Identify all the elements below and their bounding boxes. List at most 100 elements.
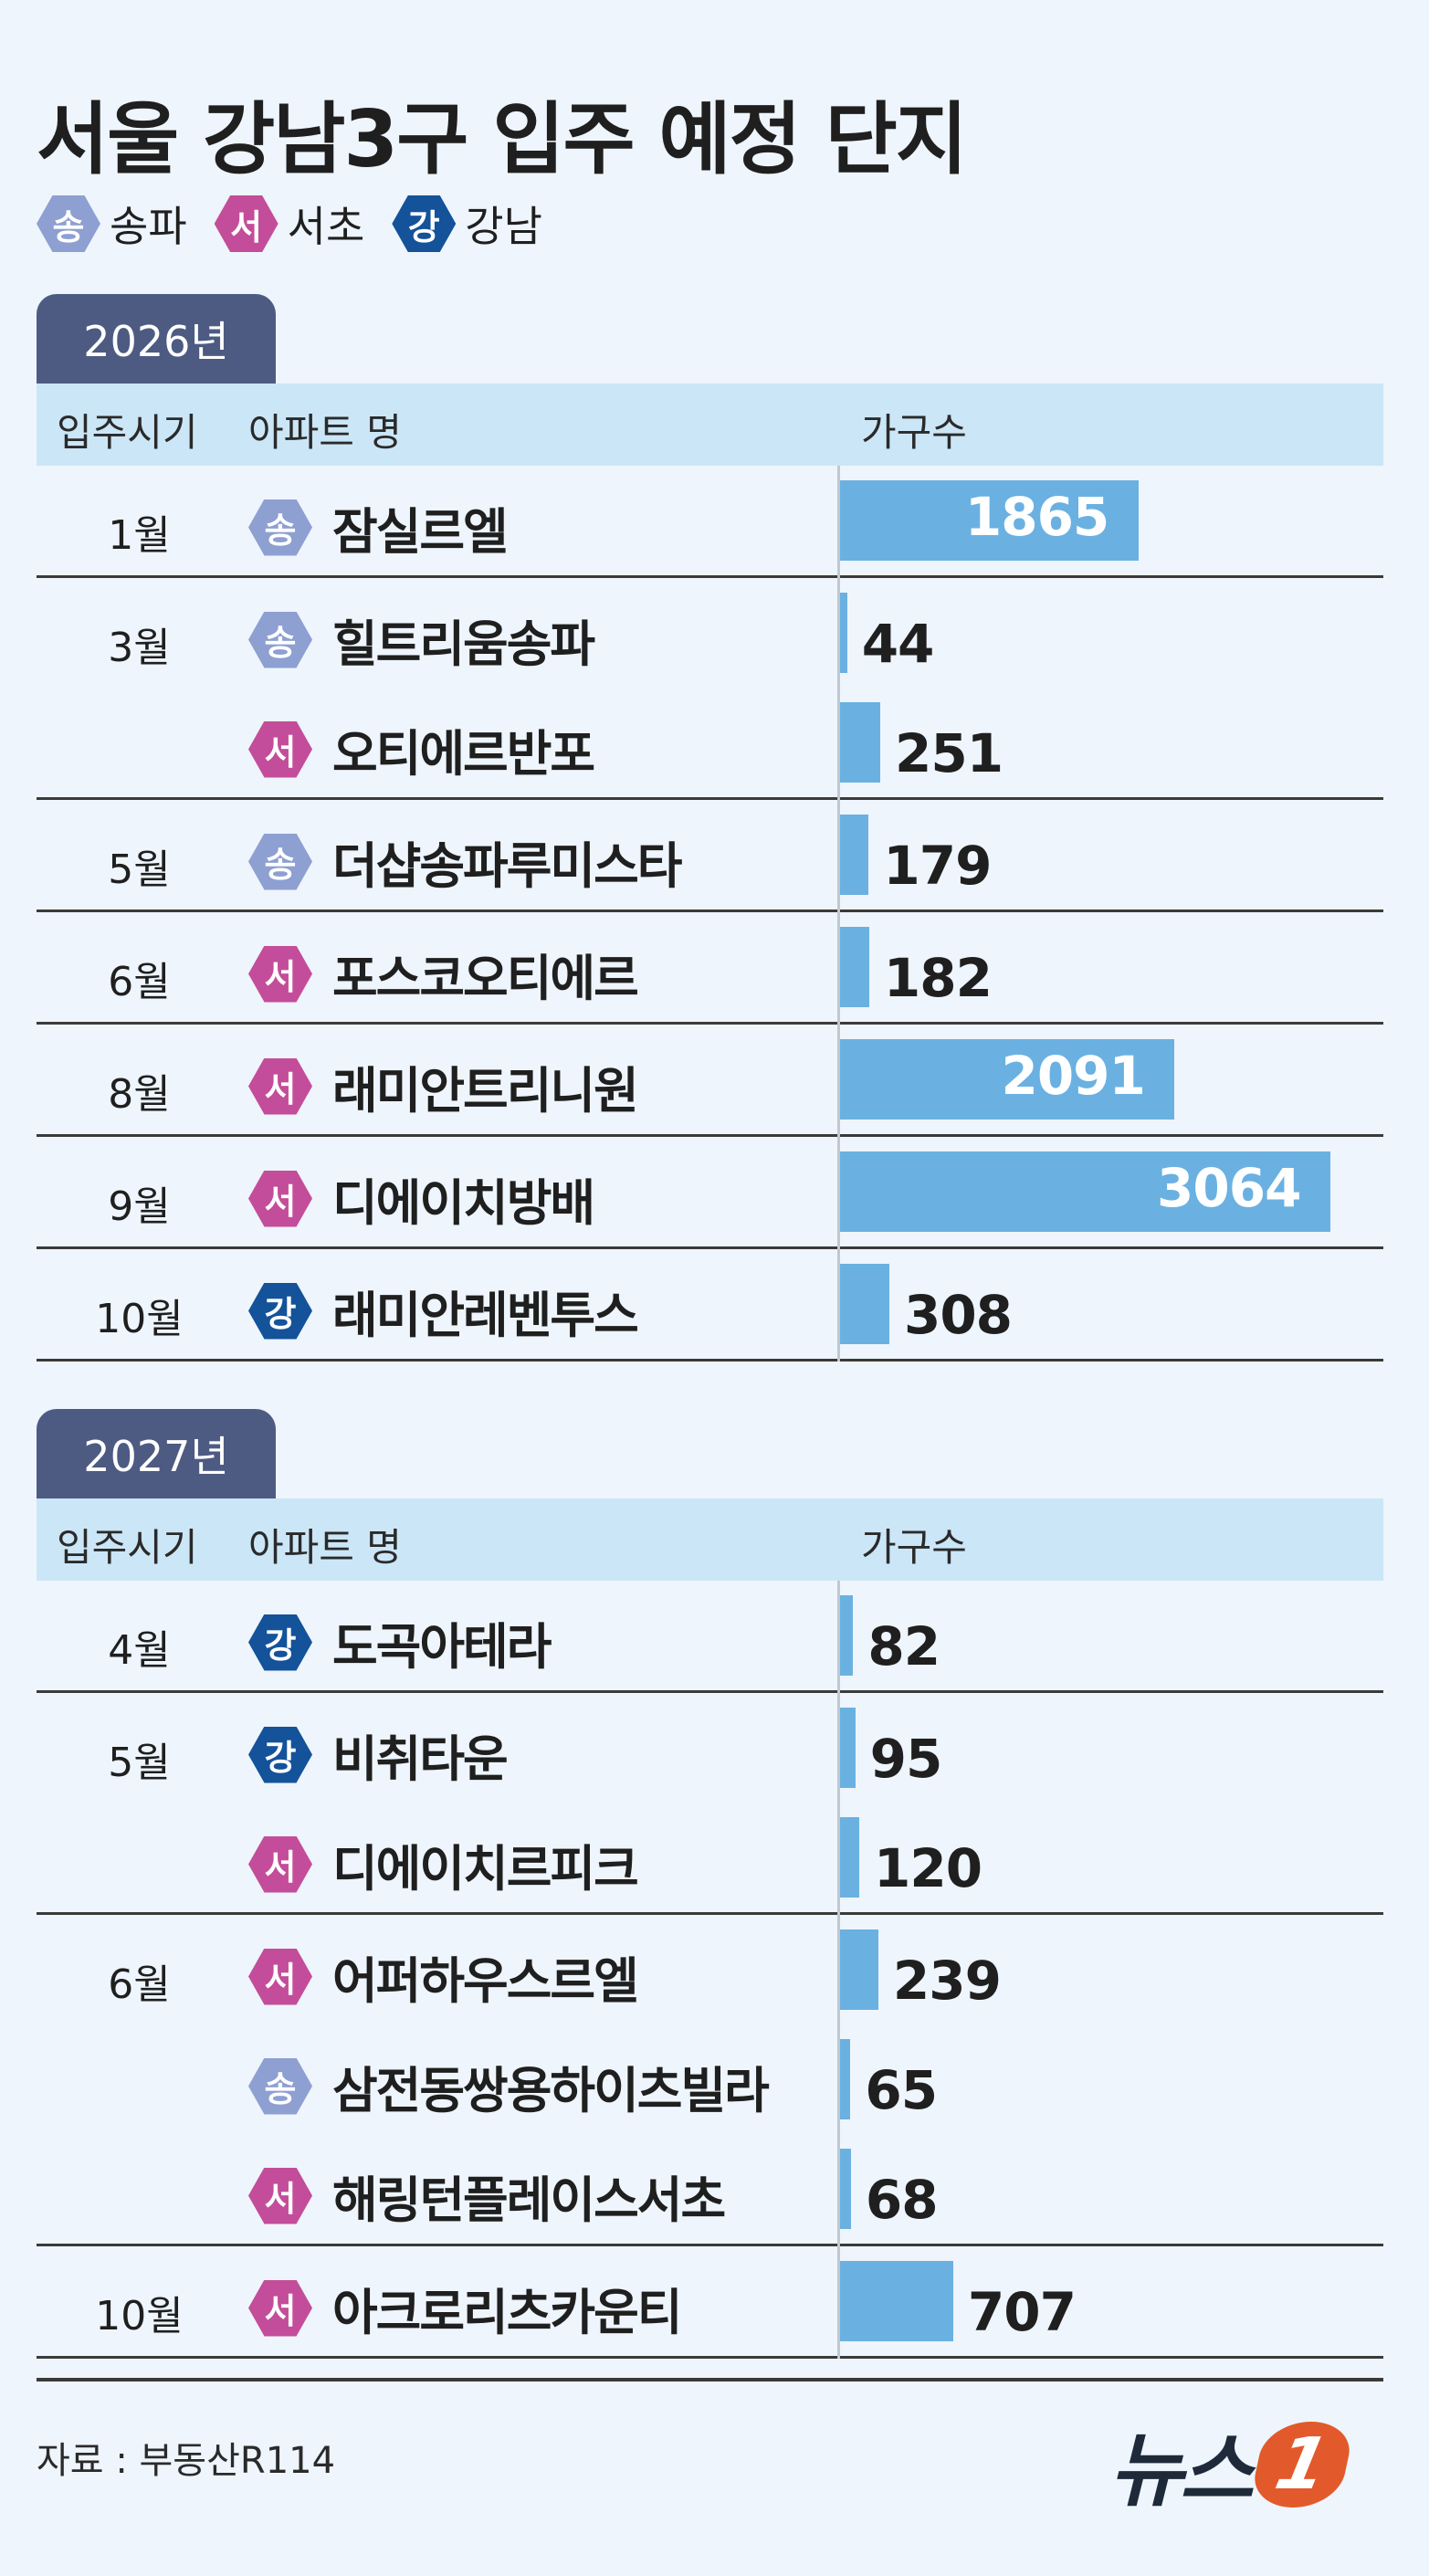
data-label: 2091	[1001, 1045, 1145, 1107]
month-label: 9월	[108, 1183, 171, 1230]
month-label: 10월	[95, 1296, 184, 1342]
data-label: 251	[894, 722, 1003, 784]
table-row: 서 해링턴플레이스서초 68	[37, 2134, 1383, 2244]
bar	[840, 927, 869, 1007]
month-group: 8월 서 래미안트리니원 2091	[37, 1025, 1383, 1137]
header-apartment: 아파트 명	[248, 410, 402, 455]
bar	[840, 1708, 856, 1788]
legend-label: 강남	[465, 202, 542, 251]
seocho-hex-icon: 서	[248, 1057, 312, 1115]
month-group: 3월 송 힐트리움송파 44 서 오티에르반포 251	[37, 578, 1383, 800]
data-label: 182	[883, 947, 993, 1009]
gangnam-hex-icon: 강	[248, 1726, 312, 1783]
seocho-hex-icon: 서	[248, 945, 312, 1003]
songpa-hex-icon: 송	[37, 195, 100, 252]
month-label: 10월	[95, 2293, 184, 2339]
source-note: 자료 : 부동산R114	[37, 2440, 336, 2482]
apartment-cell: 송 힐트리움송파	[248, 604, 595, 676]
month-label: 8월	[108, 1071, 171, 1118]
month-label: 5월	[108, 1740, 171, 1786]
legend-item-gangnam: 강 강남	[392, 194, 542, 254]
apartment-name: 디에이치방배	[332, 1174, 595, 1232]
apartment-cell: 송 삼전동쌍용하이츠빌라	[248, 2050, 770, 2122]
bar	[840, 2261, 953, 2341]
apartment-name: 비취타운	[332, 1730, 509, 1788]
data-label: 707	[967, 2281, 1077, 2343]
month-label: 4월	[108, 1627, 171, 1674]
bar	[840, 1929, 878, 2010]
month-label: 3월	[108, 625, 171, 671]
data-label: 308	[903, 1284, 1013, 1346]
header-period: 입주시기	[57, 1525, 198, 1570]
table-row: 5월 송 더샵송파루미스타 179	[37, 800, 1383, 909]
seocho-hex-icon: 서	[248, 2279, 312, 2337]
apartment-name: 포스코오티에르	[332, 950, 639, 1007]
apartment-name: 아크로리츠카운티	[332, 2284, 682, 2341]
bar	[840, 593, 847, 673]
table-row: 1월 송 잠실르엘 1865	[37, 466, 1383, 575]
news1-logo: 뉴스 1	[1109, 2406, 1356, 2522]
apartment-name: 힐트리움송파	[332, 615, 595, 673]
month-label: 1월	[108, 512, 171, 559]
axis-line	[837, 466, 840, 1362]
logo-mark-icon: 1	[1247, 2421, 1356, 2508]
month-group: 5월 강 비취타운 95 서 디에이치르피크 120	[37, 1693, 1383, 1915]
month-group: 9월 서 디에이치방배 3064	[37, 1137, 1383, 1249]
gangnam-hex-icon: 강	[392, 195, 457, 252]
data-label: 120	[874, 1837, 982, 1899]
bar	[840, 480, 1139, 561]
apartment-name: 오티에르반포	[332, 725, 595, 783]
data-label: 3064	[1157, 1157, 1301, 1219]
apartment-name: 더샵송파루미스타	[332, 837, 682, 895]
bar	[840, 1817, 860, 1898]
apartment-name: 어퍼하우스르엘	[332, 1952, 639, 2010]
apartment-name: 도곡아테라	[332, 1618, 552, 1676]
bar	[840, 2039, 851, 2119]
bar	[840, 1595, 854, 1676]
table-header: 입주시기 아파트 명 가구수	[37, 384, 1383, 466]
axis-line	[837, 1581, 840, 2359]
seocho-hex-icon: 서	[248, 1835, 312, 1893]
apartment-cell: 서 디에이치방배	[248, 1162, 595, 1235]
month-group: 6월 서 포스코오티에르 182	[37, 912, 1383, 1025]
apartment-name: 디에이치르피크	[332, 1840, 639, 1898]
songpa-hex-icon: 송	[248, 499, 312, 556]
apartment-cell: 서 어퍼하우스르엘	[248, 1940, 639, 2013]
seocho-hex-icon: 서	[248, 2167, 312, 2224]
bottom-rule	[37, 2378, 1383, 2381]
table-row: 4월 강 도곡아테라 82	[37, 1581, 1383, 1690]
month-group: 10월 강 래미안레벤투스 308	[37, 1249, 1383, 1362]
bar	[840, 1264, 889, 1344]
data-label: 179	[883, 835, 992, 897]
apartment-cell: 송 더샵송파루미스타	[248, 825, 682, 898]
month-group: 6월 서 어퍼하우스르엘 239 송 삼전동쌍용하이츠빌라 65 서 해링턴플레이스서초 68	[37, 1915, 1383, 2246]
seocho-hex-icon: 서	[248, 720, 312, 778]
month-group: 4월 강 도곡아테라 82	[37, 1581, 1383, 1693]
month-label: 5월	[108, 846, 171, 893]
apartment-cell: 서 오티에르반포	[248, 713, 595, 785]
apartment-cell: 서 해링턴플레이스서초	[248, 2160, 726, 2232]
data-label: 65	[865, 2059, 938, 2121]
table-row: 3월 송 힐트리움송파 44	[37, 578, 1383, 688]
data-label: 82	[867, 1615, 940, 1677]
page-title: 서울 강남3구 입주 예정 단지	[37, 94, 968, 185]
table-row: 6월 서 포스코오티에르 182	[37, 912, 1383, 1022]
legend-label: 서초	[287, 202, 365, 251]
data-label: 44	[861, 613, 935, 675]
legend-item-songpa: 송 송파	[37, 194, 187, 254]
data-label: 239	[892, 1950, 1002, 2012]
table-body: 1월 송 잠실르엘 1865 3월 송 힐트리움송파 44 서 오티에르반포 251 5월 송 더샵송파루…	[37, 466, 1383, 1362]
header-units: 가구수	[861, 1525, 967, 1570]
month-group: 5월 송 더샵송파루미스타 179	[37, 800, 1383, 912]
apartment-cell: 강 비취타운	[248, 1719, 509, 1791]
month-group: 1월 송 잠실르엘 1865	[37, 466, 1383, 578]
apartment-name: 삼전동쌍용하이츠빌라	[332, 2062, 770, 2119]
apartment-name: 래미안트리니원	[332, 1062, 639, 1120]
bar	[840, 702, 880, 783]
data-label: 1865	[964, 486, 1109, 548]
logo-text: 뉴스	[1109, 2424, 1254, 2518]
bar	[840, 815, 869, 895]
songpa-hex-icon: 송	[248, 2057, 312, 2115]
apartment-cell: 서 포스코오티에르	[248, 938, 639, 1010]
table-row: 서 디에이치르피크 120	[37, 1803, 1383, 1912]
